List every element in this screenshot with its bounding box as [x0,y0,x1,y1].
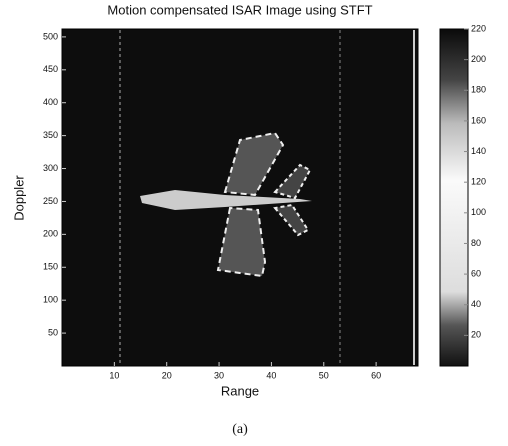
y-tick-label: 400 [43,97,58,107]
y-tick-label: 450 [43,64,58,74]
y-tick-label: 350 [43,130,58,140]
y-tick-label: 250 [43,196,58,206]
colorbar-tick-label: 80 [471,238,481,248]
x-axis-label: Range [221,383,259,398]
colorbar-tick-label: 60 [471,268,481,278]
axes-frame [61,28,419,367]
isar-image [119,30,415,365]
colorbar-tick-label: 200 [471,54,486,64]
colorbar-tick-label: 220 [471,23,486,33]
colorbar-tick-label: 20 [471,330,481,340]
x-tick-label: 10 [109,370,119,380]
y-tick-label: 50 [48,327,58,337]
colorbar-tick-label: 180 [471,85,486,95]
x-tick-label: 30 [214,370,224,380]
y-tick-label: 200 [43,229,58,239]
y-tick-label: 500 [43,31,58,41]
x-tick-label: 20 [162,370,172,380]
colorbar-tick-label: 120 [471,177,486,187]
y-tick-label: 300 [43,163,58,173]
colorbar-tick-label: 160 [471,115,486,125]
colorbar-tick-label: 100 [471,207,486,217]
colorbar-tick-label: 140 [471,146,486,156]
chart-title: Motion compensated ISAR Image using STFT [107,2,372,17]
y-tick-label: 100 [43,295,58,305]
y-axis-label: Doppler [11,175,26,221]
x-tick-label: 40 [266,370,276,380]
x-tick-label: 60 [371,370,381,380]
caption: (a) [232,422,248,437]
colorbar-tick-label: 40 [471,299,481,309]
x-tick-label: 50 [319,370,329,380]
y-tick-label: 150 [43,262,58,272]
colorbar [439,28,469,367]
